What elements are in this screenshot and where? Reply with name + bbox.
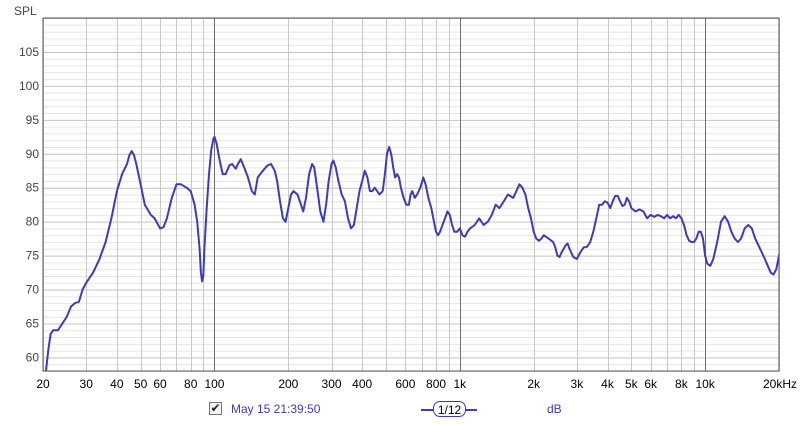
x-tick-label: 2k [527, 377, 541, 391]
x-tick-label: 50 [134, 377, 148, 391]
x-tick-label: 20 [36, 377, 50, 391]
series-line [44, 135, 779, 371]
series-layer [44, 135, 779, 371]
legend-line-right [465, 409, 477, 411]
series-name-label[interactable]: May 15 21:39:50 [231, 402, 321, 416]
y-tick-label: 60 [26, 350, 40, 364]
y-tick-labels: 60 65 70 75 80 85 90 95 100 105 [19, 45, 39, 364]
y-axis-label: SPL [14, 4, 37, 18]
x-tick-label: 200 [278, 377, 298, 391]
x-tick-label: 4k [601, 377, 615, 391]
y-tick-label: 75 [26, 249, 40, 263]
x-tick-label: 20kHz [763, 377, 797, 391]
smoothing-selector[interactable]: 1/12 [433, 401, 466, 417]
x-tick-label: 3k [571, 377, 585, 391]
y-tick-label: 90 [26, 147, 40, 161]
x-tick-label: 6k [644, 377, 658, 391]
x-tick-label: 1k [453, 377, 467, 391]
plot-frame [42, 17, 780, 372]
series-visibility-checkbox[interactable]: ✔ [209, 401, 222, 415]
x-tick-label: 100 [204, 377, 224, 391]
x-tick-label: 60 [153, 377, 167, 391]
x-tick-label: 5k [625, 377, 639, 391]
y-tick-label: 65 [26, 316, 40, 330]
x-tick-label: 800 [426, 377, 446, 391]
legend-line-left [421, 409, 435, 411]
minor-gridlines [43, 18, 780, 372]
y-tick-label: 80 [26, 215, 40, 229]
unit-label: dB [547, 402, 562, 416]
y-tick-label: 100 [19, 79, 39, 93]
x-tick-label: 600 [395, 377, 415, 391]
x-tick-label: 30 [80, 377, 94, 391]
x-tick-label: 80 [184, 377, 198, 391]
y-tick-label: 105 [19, 45, 39, 59]
y-tick-label: 70 [26, 283, 40, 297]
x-tick-label: 300 [322, 377, 342, 391]
y-tick-label: 85 [26, 181, 40, 195]
major-gridlines [214, 18, 706, 371]
x-tick-labels: 20 30 40 50 60 80 100 200 300 400 600 800 1k 2k 3k 4k 5k… [36, 377, 797, 391]
x-tick-label: 8k [675, 377, 689, 391]
x-tick-label: 40 [110, 377, 124, 391]
legend-bar [0, 398, 800, 422]
y-tick-label: 95 [26, 113, 40, 127]
x-tick-label: 400 [352, 377, 372, 391]
x-tick-label: 10k [695, 377, 715, 391]
